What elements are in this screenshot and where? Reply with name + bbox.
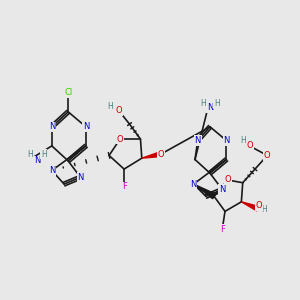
Text: O: O (256, 201, 262, 210)
Text: F: F (220, 225, 225, 234)
Text: O: O (264, 151, 271, 160)
Text: O: O (246, 141, 253, 150)
Text: H: H (41, 150, 46, 159)
Text: N: N (49, 122, 55, 131)
Text: H: H (214, 99, 220, 108)
Text: H: H (108, 102, 113, 111)
Polygon shape (142, 152, 161, 158)
Text: N: N (207, 103, 213, 112)
Text: O: O (224, 176, 231, 184)
Text: N: N (83, 122, 89, 131)
Text: N: N (77, 173, 84, 182)
Text: N: N (223, 136, 230, 145)
Text: H: H (200, 99, 206, 108)
Text: N: N (49, 166, 55, 175)
Text: O: O (117, 135, 123, 144)
Text: O: O (158, 150, 164, 159)
Text: Cl: Cl (64, 88, 72, 97)
Text: N: N (190, 180, 197, 189)
Text: H: H (240, 136, 246, 145)
Text: O: O (115, 106, 122, 115)
Text: F: F (122, 182, 127, 191)
Polygon shape (242, 202, 259, 211)
Text: N: N (219, 185, 226, 194)
Text: N: N (194, 136, 201, 145)
Polygon shape (194, 184, 215, 199)
Text: N: N (34, 156, 40, 165)
Text: H: H (262, 206, 267, 214)
Text: H: H (27, 150, 33, 159)
